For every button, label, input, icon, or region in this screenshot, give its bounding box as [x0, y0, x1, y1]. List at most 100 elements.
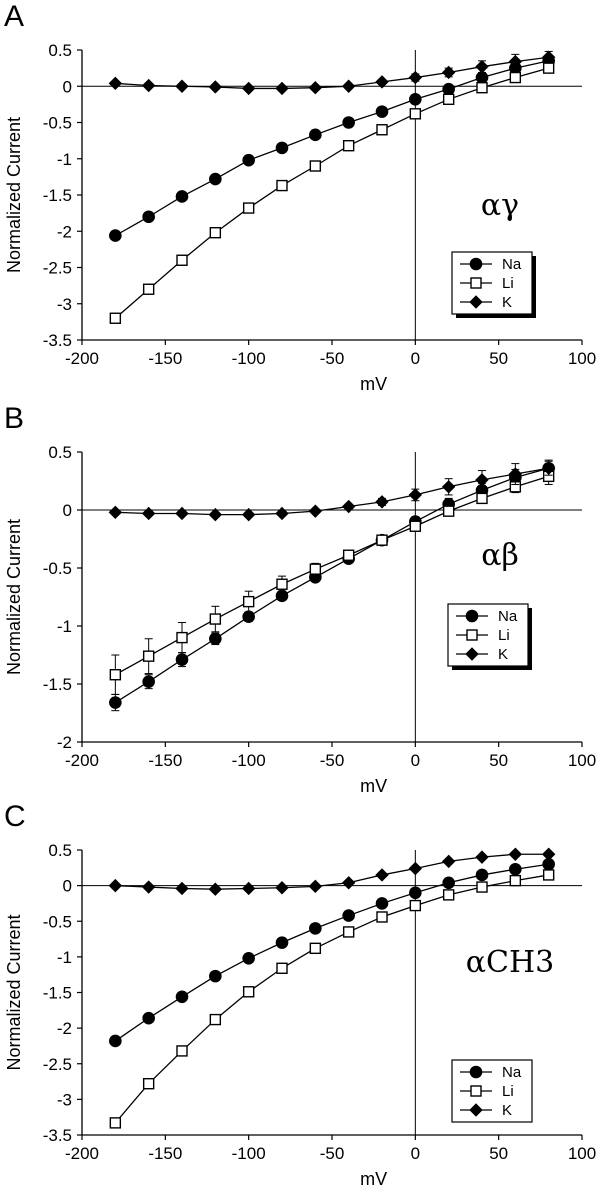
data-point [375, 897, 389, 910]
data-point [109, 229, 122, 242]
data-point [142, 283, 155, 295]
y-tick-label: 0 [63, 501, 72, 520]
series-k [108, 50, 556, 96]
data-point [109, 1117, 122, 1129]
data-point [176, 631, 188, 644]
data-point [142, 1011, 155, 1025]
y-tick-label: -0.5 [43, 912, 72, 931]
data-point [342, 926, 355, 938]
panel-label: C [4, 800, 26, 833]
y-tick-label: -3.5 [43, 331, 72, 350]
data-point [375, 868, 389, 882]
legend-label: Na [502, 1064, 522, 1081]
data-point [141, 880, 156, 894]
chart-panel-b: B -200 -150 -100 -50 0 50 100 0.5 0 -0.5 -1 -1.5 -2 m… [0, 402, 600, 802]
data-point [409, 886, 422, 900]
data-point [209, 172, 222, 186]
data-point [142, 210, 155, 224]
legend: Na Li K [447, 603, 532, 670]
data-point [442, 876, 455, 890]
data-point [141, 78, 156, 93]
data-point [175, 990, 189, 1004]
data-point [475, 473, 489, 487]
data-point [109, 696, 122, 709]
data-point [476, 492, 488, 505]
x-tick-label: 50 [489, 349, 508, 368]
series-na [109, 857, 555, 1048]
data-point [242, 595, 255, 608]
legend-marker [470, 277, 482, 289]
data-point [508, 467, 523, 481]
data-point [276, 578, 288, 590]
data-point [209, 969, 222, 983]
data-point [542, 62, 555, 74]
legend-label: K [502, 294, 512, 311]
y-axis-title: Normalized Current [4, 117, 24, 273]
data-point [475, 868, 489, 882]
x-tick-label: -100 [232, 349, 266, 368]
series-k [108, 460, 556, 522]
y-tick-label: -2.5 [43, 1055, 72, 1074]
data-point [442, 82, 455, 96]
data-point [108, 505, 123, 520]
x-tick-label: 0 [411, 751, 420, 770]
data-point [175, 653, 189, 666]
data-point [108, 878, 123, 893]
y-axis-title: Normalized Current [4, 914, 24, 1070]
data-point [141, 506, 156, 521]
data-point [209, 632, 222, 646]
data-point [408, 70, 423, 85]
y-tick-label: -0.5 [43, 559, 72, 578]
y-tick-label: 0.5 [48, 41, 72, 60]
y-tick-label: -3.5 [43, 1126, 72, 1145]
x-axis-title: mV [360, 776, 387, 796]
legend-marker [466, 629, 478, 641]
data-point [241, 881, 256, 896]
y-tick-label: -2.5 [43, 259, 72, 278]
y-tick-label: 0 [63, 77, 72, 96]
data-point [209, 1013, 222, 1026]
data-point [241, 507, 256, 522]
data-point [541, 50, 556, 64]
panel-label: A [4, 0, 25, 33]
data-point [242, 952, 255, 965]
data-point [176, 1045, 188, 1057]
y-tick-label: 0 [63, 877, 72, 896]
chart-panel-a: A -200 -150 -100 -50 0 50 100 0.5 0 -0.5 -1 -1.5 -2-… [0, 0, 600, 400]
legend-marker [469, 1065, 483, 1079]
data-point [475, 71, 489, 84]
data-point [508, 847, 523, 861]
data-point [508, 54, 523, 69]
data-point [308, 80, 323, 95]
series-na [109, 54, 555, 242]
data-point [342, 909, 355, 922]
y-tick-label: -1.5 [43, 675, 72, 694]
chart-annotation: αγ [481, 188, 519, 223]
data-point [409, 108, 422, 120]
data-point [408, 488, 423, 502]
x-tick-label: -50 [320, 349, 345, 368]
data-point [275, 141, 289, 155]
y-tick-label: -0.5 [43, 114, 72, 133]
y-tick-label: -1 [57, 948, 72, 967]
data-point [241, 81, 256, 96]
data-point [376, 911, 388, 923]
x-tick-label: -100 [232, 751, 266, 770]
series-na [109, 459, 555, 712]
legend-label: Li [502, 1083, 514, 1100]
data-point [409, 899, 422, 912]
data-point [442, 93, 455, 106]
y-tick-label: -2 [57, 1019, 72, 1038]
data-point [441, 480, 456, 494]
data-point [375, 75, 389, 89]
data-point [409, 93, 422, 106]
data-point [308, 504, 323, 518]
y-tick-label: -1 [57, 617, 72, 636]
data-point [276, 179, 288, 192]
x-axis-title: mV [360, 1169, 387, 1189]
data-point [376, 124, 388, 136]
data-point [275, 506, 289, 521]
data-point [342, 116, 355, 129]
data-point [408, 861, 423, 876]
data-point [108, 76, 123, 91]
